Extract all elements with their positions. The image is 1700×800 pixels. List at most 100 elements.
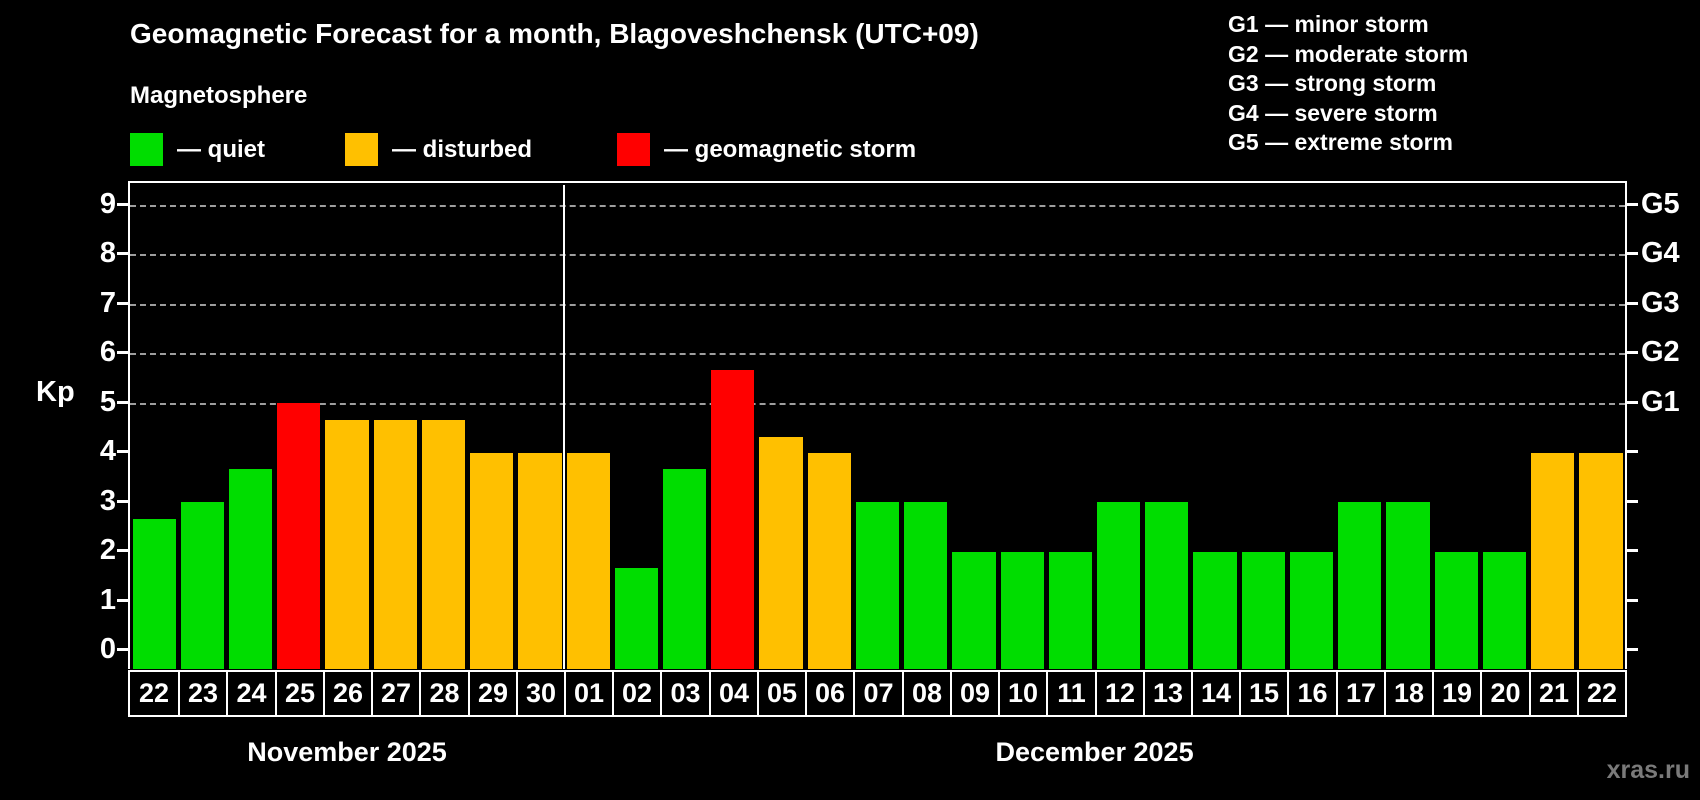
kp-bar-day-06: [808, 453, 851, 669]
kp-bar-day-18: [1386, 502, 1430, 669]
y-tick-mark-right: [1625, 598, 1638, 602]
kp-bar-day-30: [518, 453, 562, 669]
day-label-03: 03: [660, 672, 709, 715]
g-level-label-G5: G5: [1641, 187, 1680, 220]
kp-bar-day-26: [325, 420, 369, 669]
kp-bar-day-29: [470, 453, 513, 669]
kp-bar-day-22: [1579, 453, 1623, 669]
kp-bar-day-16: [1290, 552, 1333, 669]
legend-swatch-storm-icon: [617, 133, 650, 166]
g-legend-line-4: G4 — severe storm: [1228, 99, 1438, 126]
kp-bar-day-08: [904, 502, 947, 669]
y-tick-mark-right: [1625, 648, 1638, 651]
g-legend-line-3: G3 — strong storm: [1228, 70, 1437, 96]
day-label-11: 11: [1046, 672, 1095, 715]
day-label-12: 12: [1095, 672, 1143, 715]
g-level-label-G1: G1: [1641, 385, 1680, 418]
kp-bar-day-10: [1001, 552, 1044, 669]
g-legend-line-1: G1 — minor storm: [1228, 11, 1429, 37]
day-label-05: 05: [757, 672, 805, 715]
y-tick-label-1: 1: [99, 583, 116, 616]
kp-bar-day-09: [952, 552, 996, 669]
chart-subtitle: Magnetosphere: [130, 82, 308, 109]
y-tick-label-9: 9: [99, 187, 116, 220]
day-label-24: 24: [226, 672, 275, 715]
kp-bar-day-04: [711, 370, 754, 669]
day-label-08: 08: [902, 672, 950, 715]
gridline-kp-8: [130, 254, 1625, 256]
day-label-25: 25: [275, 672, 323, 715]
kp-bar-day-14: [1193, 552, 1237, 669]
y-tick-mark-left: [117, 301, 130, 305]
month-label: November 2025: [247, 737, 447, 767]
day-label-29: 29: [468, 672, 516, 715]
kp-bar-day-25: [277, 403, 320, 669]
g-level-label-G2: G2: [1641, 336, 1680, 368]
legend-item-disturbed: — disturbed: [345, 133, 532, 166]
day-label-22: 22: [1577, 672, 1625, 715]
day-label-02: 02: [612, 672, 660, 715]
day-label-30: 30: [516, 672, 564, 715]
kp-bar-day-28: [422, 420, 465, 669]
day-label-27: 27: [371, 672, 419, 715]
y-tick-mark-left: [117, 450, 130, 453]
y-tick-mark-right: [1625, 549, 1638, 552]
y-tick-label-4: 4: [99, 435, 116, 467]
g-level-label-G3: G3: [1641, 286, 1680, 319]
y-tick-mark-left: [117, 351, 130, 354]
kp-bar-day-24: [229, 469, 272, 669]
g-legend-line-5: G5 — extreme storm: [1228, 129, 1453, 155]
day-label-23: 23: [178, 672, 226, 715]
legend-swatch-disturbed-icon: [345, 133, 378, 166]
day-label-14: 14: [1191, 672, 1239, 715]
y-tick-mark-right: [1625, 301, 1638, 305]
legend-swatch-quiet-icon: [130, 133, 163, 166]
legend-item-storm: — geomagnetic storm: [617, 133, 916, 166]
kp-bar-day-02: [615, 568, 658, 669]
gridline-kp-7: [130, 303, 1625, 306]
kp-bar-day-19: [1435, 552, 1478, 669]
kp-bar-day-27: [374, 420, 417, 669]
y-tick-mark-left: [117, 598, 130, 602]
day-label-16: 16: [1287, 672, 1336, 715]
kp-bar-day-23: [181, 502, 224, 669]
y-tick-label-2: 2: [99, 534, 116, 566]
day-label-28: 28: [419, 672, 468, 715]
day-label-07: 07: [853, 672, 902, 715]
y-tick-mark-left: [117, 202, 130, 206]
y-tick-mark-right: [1625, 450, 1638, 453]
month-divider: [563, 185, 565, 669]
y-tick-mark-left: [117, 499, 130, 503]
kp-bar-day-11: [1049, 552, 1092, 669]
y-axis-title: Kp: [36, 376, 75, 408]
day-label-18: 18: [1384, 672, 1432, 715]
day-label-13: 13: [1143, 672, 1191, 715]
kp-bar-day-03: [663, 469, 706, 669]
day-label-06: 06: [805, 672, 853, 715]
g-legend-line-2: G2 — moderate storm: [1228, 40, 1469, 67]
legend-item-quiet: — quiet: [130, 133, 265, 166]
y-tick-mark-right: [1625, 400, 1638, 404]
y-tick-label-7: 7: [99, 286, 116, 319]
y-tick-mark-right: [1625, 351, 1638, 354]
kp-bar-day-20: [1483, 552, 1526, 669]
gridline-kp-9: [130, 204, 1625, 207]
page-title: Geomagnetic Forecast for a month, Blagov…: [130, 18, 979, 49]
y-tick-label-0: 0: [99, 633, 116, 665]
day-label-04: 04: [709, 672, 757, 715]
day-label-15: 15: [1239, 672, 1287, 715]
kp-bar-day-05: [759, 437, 803, 669]
y-tick-label-8: 8: [99, 237, 116, 269]
y-tick-mark-right: [1625, 499, 1638, 503]
g-scale-legend: G1 — minor storm G2 — moderate storm G3 — …: [1228, 10, 1468, 158]
day-label-20: 20: [1480, 672, 1529, 715]
kp-bar-day-15: [1242, 552, 1285, 669]
y-tick-label-5: 5: [99, 385, 116, 418]
day-label-26: 26: [323, 672, 371, 715]
kp-bar-day-13: [1145, 502, 1188, 669]
day-label-09: 09: [950, 672, 998, 715]
y-tick-mark-left: [117, 549, 130, 552]
y-tick-mark-left: [117, 400, 130, 404]
day-label-17: 17: [1336, 672, 1384, 715]
